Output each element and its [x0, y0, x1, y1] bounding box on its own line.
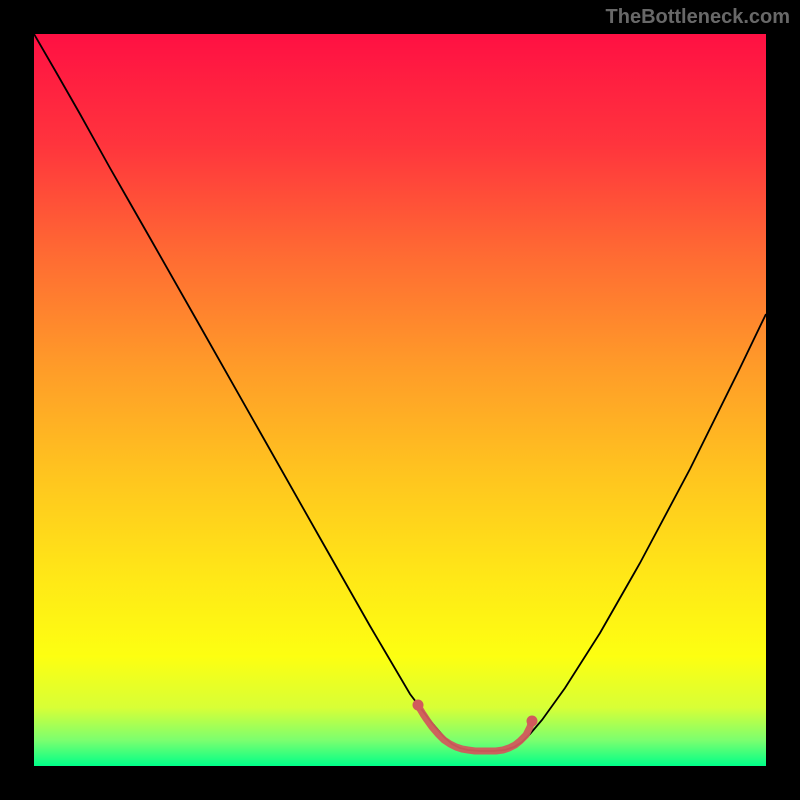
watermark-text: TheBottleneck.com: [606, 6, 790, 29]
valley-marker: [413, 700, 424, 711]
gradient-background: [34, 34, 766, 766]
valley-marker: [527, 716, 538, 727]
bottleneck-chart: TheBottleneck.com: [0, 0, 800, 800]
chart-svg: [0, 0, 800, 800]
